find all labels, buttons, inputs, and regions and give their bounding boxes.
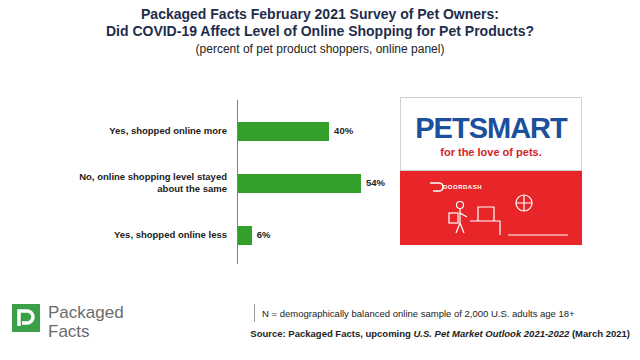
sample-note: N = demographically balanced online samp… xyxy=(262,308,575,319)
category-label-box: No, online shopping level stayed about t… xyxy=(55,167,227,199)
petsmart-logo-top: PETSMARTfor the love of pets. xyxy=(400,97,582,171)
icon-p xyxy=(19,311,33,326)
doordash-panel: DOORDASH xyxy=(400,171,582,245)
source-part: (March 2021) xyxy=(569,328,630,339)
category-label: Yes, shopped online more xyxy=(109,125,227,137)
doordash-icon xyxy=(430,183,443,191)
counter xyxy=(470,207,500,235)
source-part: Source: Packaged Facts, upcoming xyxy=(250,328,413,339)
packaged-facts-icon xyxy=(12,304,40,332)
chart-title: Packaged Facts February 2021 Survey of P… xyxy=(0,6,640,40)
category-label: Yes, shopped online less xyxy=(114,229,227,241)
bar xyxy=(238,122,329,141)
icon-square xyxy=(12,304,40,332)
bar xyxy=(238,226,252,245)
bar xyxy=(238,174,361,193)
chart-root: Packaged Facts February 2021 Survey of P… xyxy=(0,0,640,360)
doordash-name: DOORDASH xyxy=(443,184,482,190)
category-label: No, online shopping level stayed about t… xyxy=(55,171,227,195)
courier-bag xyxy=(449,213,458,223)
data-label: 40% xyxy=(334,125,353,136)
source-note: Source: Packaged Facts, upcoming U.S. Pe… xyxy=(250,328,630,339)
data-label: 54% xyxy=(366,177,385,188)
category-label-box: Yes, shopped online more xyxy=(55,115,227,147)
source-part: U.S. Pet Market Outlook 2021-2022 xyxy=(414,328,570,339)
chart-subtitle: (percent of pet product shoppers, online… xyxy=(0,42,640,56)
page: {"chart_data": {"type": "bar", "title": … xyxy=(0,0,640,360)
petsmart-name: PETSMART xyxy=(401,112,581,145)
doordash-illustration xyxy=(400,171,582,245)
category-label-box: Yes, shopped online less xyxy=(55,219,227,251)
petsmart-tagline: for the love of pets. xyxy=(401,146,581,158)
footer-divider xyxy=(254,304,255,322)
courier-head xyxy=(457,202,464,209)
store-sign-cross xyxy=(508,195,568,235)
packaged-facts-name: Packaged Facts xyxy=(48,303,138,341)
data-label: 6% xyxy=(257,229,271,240)
